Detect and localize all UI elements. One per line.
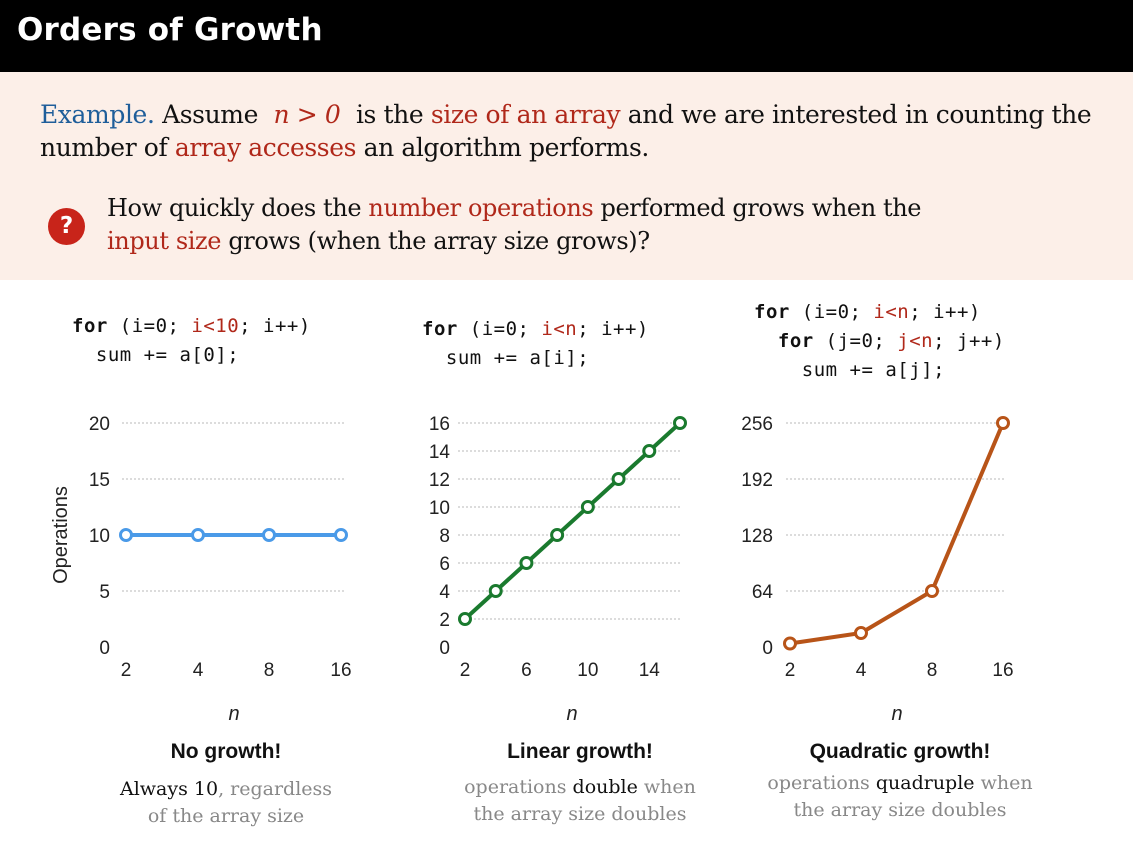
caption-title-quadratic: Quadratic growth!: [809, 740, 991, 763]
caption-body-linear: operations double when the array size do…: [464, 776, 696, 825]
data-point: [642, 444, 657, 458]
number-of-text: number of: [40, 133, 168, 162]
code-block-linear: for (i=0; i<n; i++) sum += a[i];: [422, 315, 649, 373]
array-accesses-text: array accesses: [174, 133, 357, 162]
code-line: for (i=0; i<10; i++): [72, 315, 311, 337]
y-tick-label: 12: [429, 470, 450, 491]
question-line-2: input size grows (when the array size gr…: [107, 227, 650, 255]
is-the-text: is the: [355, 100, 424, 129]
y-tick-label: 0: [439, 638, 450, 659]
code-line: for (j=0; j<n; j++): [777, 330, 1005, 352]
y-tick-label: 20: [89, 414, 110, 435]
y-tick-label: 8: [439, 526, 450, 547]
intro-box: [0, 72, 1133, 280]
x-tick-label: 2: [785, 660, 796, 681]
question-text-e: grows (when the array size grows)?: [228, 227, 650, 255]
caption-title-linear: Linear growth!: [507, 740, 653, 763]
x-axis-label: n: [891, 703, 902, 725]
y-tick-label: 4: [439, 582, 450, 603]
data-point: [783, 636, 797, 651]
code-block-constant: for (i=0; i<10; i++) sum += a[0];: [72, 312, 311, 370]
code-line: for (i=0; i<n; i++): [754, 301, 981, 323]
y-tick-label: 128: [741, 526, 773, 547]
y-axis-label: Operations: [50, 486, 72, 584]
y-tick-label: 64: [752, 582, 774, 603]
x-tick-label: 6: [521, 660, 532, 681]
x-axis-label: n: [228, 703, 239, 725]
y-tick-label: 10: [429, 498, 450, 519]
size-of-array-text: size of an array: [430, 100, 621, 129]
example-line-2: number of array accesses an algorithm pe…: [40, 133, 649, 162]
data-point: [191, 528, 205, 542]
example-line-1: Example. Assume n > 0 is the size of an …: [40, 100, 1092, 129]
assume-text: Assume: [162, 100, 258, 129]
y-tick-label: 16: [429, 414, 450, 435]
series-line: [789, 422, 1005, 646]
page-title: Orders of Growth: [17, 12, 323, 48]
question-text-a: How quickly does the: [107, 194, 362, 222]
y-tick-label: 15: [89, 470, 110, 491]
and-we-text: and we are interested in counting the: [627, 100, 1092, 129]
data-point: [611, 472, 626, 486]
x-tick-label: 16: [330, 660, 351, 681]
data-point: [334, 528, 348, 542]
data-point: [854, 626, 868, 640]
x-axis-label: n: [566, 703, 577, 725]
data-point: [262, 528, 276, 542]
question-line-1: How quickly does the number operations p…: [107, 194, 922, 222]
title-bar: Orders of Growth: [0, 0, 1133, 72]
y-tick-label: 14: [429, 442, 451, 463]
x-tick-label: 4: [856, 660, 867, 681]
x-tick-label: 2: [121, 660, 132, 681]
algorithm-performs-text: an algorithm performs.: [363, 133, 650, 162]
question-text-b: number operations: [368, 194, 594, 222]
y-tick-label: 0: [99, 638, 110, 659]
data-point: [458, 612, 472, 626]
data-point: [673, 416, 687, 430]
y-tick-label: 256: [741, 414, 773, 435]
y-tick-label: 5: [99, 582, 110, 603]
x-tick-label: 8: [927, 660, 938, 681]
x-tick-label: 14: [639, 660, 661, 681]
code-line: sum += a[j];: [754, 359, 946, 381]
code-line: sum += a[i];: [422, 347, 590, 369]
data-point: [488, 584, 503, 598]
data-point: [550, 528, 565, 542]
y-tick-label: 2: [439, 610, 450, 631]
data-point: [580, 500, 595, 514]
question-icon: ?: [48, 208, 85, 245]
x-tick-label: 4: [193, 660, 204, 681]
n-expression: n > 0: [273, 100, 341, 129]
data-point: [519, 556, 534, 570]
x-tick-label: 8: [264, 660, 275, 681]
code-line: for (i=0; i<n; i++): [422, 318, 649, 340]
data-point: [996, 416, 1010, 430]
data-point: [119, 528, 133, 542]
question-text-d: input size: [107, 227, 222, 255]
example-label: Example.: [40, 100, 155, 129]
x-tick-label: 10: [577, 660, 598, 681]
x-tick-label: 2: [460, 660, 471, 681]
code-line: sum += a[0];: [72, 344, 240, 366]
caption-body-constant: Always 10, regardless of the array size: [119, 778, 333, 827]
x-tick-label: 16: [992, 660, 1013, 681]
question-text-c: performed grows when the: [600, 194, 922, 222]
y-tick-label: 10: [89, 526, 110, 547]
y-tick-label: 0: [762, 638, 773, 659]
y-tick-label: 192: [741, 470, 773, 491]
y-tick-label: 6: [439, 554, 450, 575]
code-block-quadratic: for (i=0; i<n; i++) for (j=0; j<n; j++) …: [754, 298, 1005, 385]
data-point: [925, 584, 939, 598]
caption-body-quadratic: operations quadruple when the array size…: [767, 772, 1033, 821]
caption-title-constant: No growth!: [170, 740, 282, 763]
